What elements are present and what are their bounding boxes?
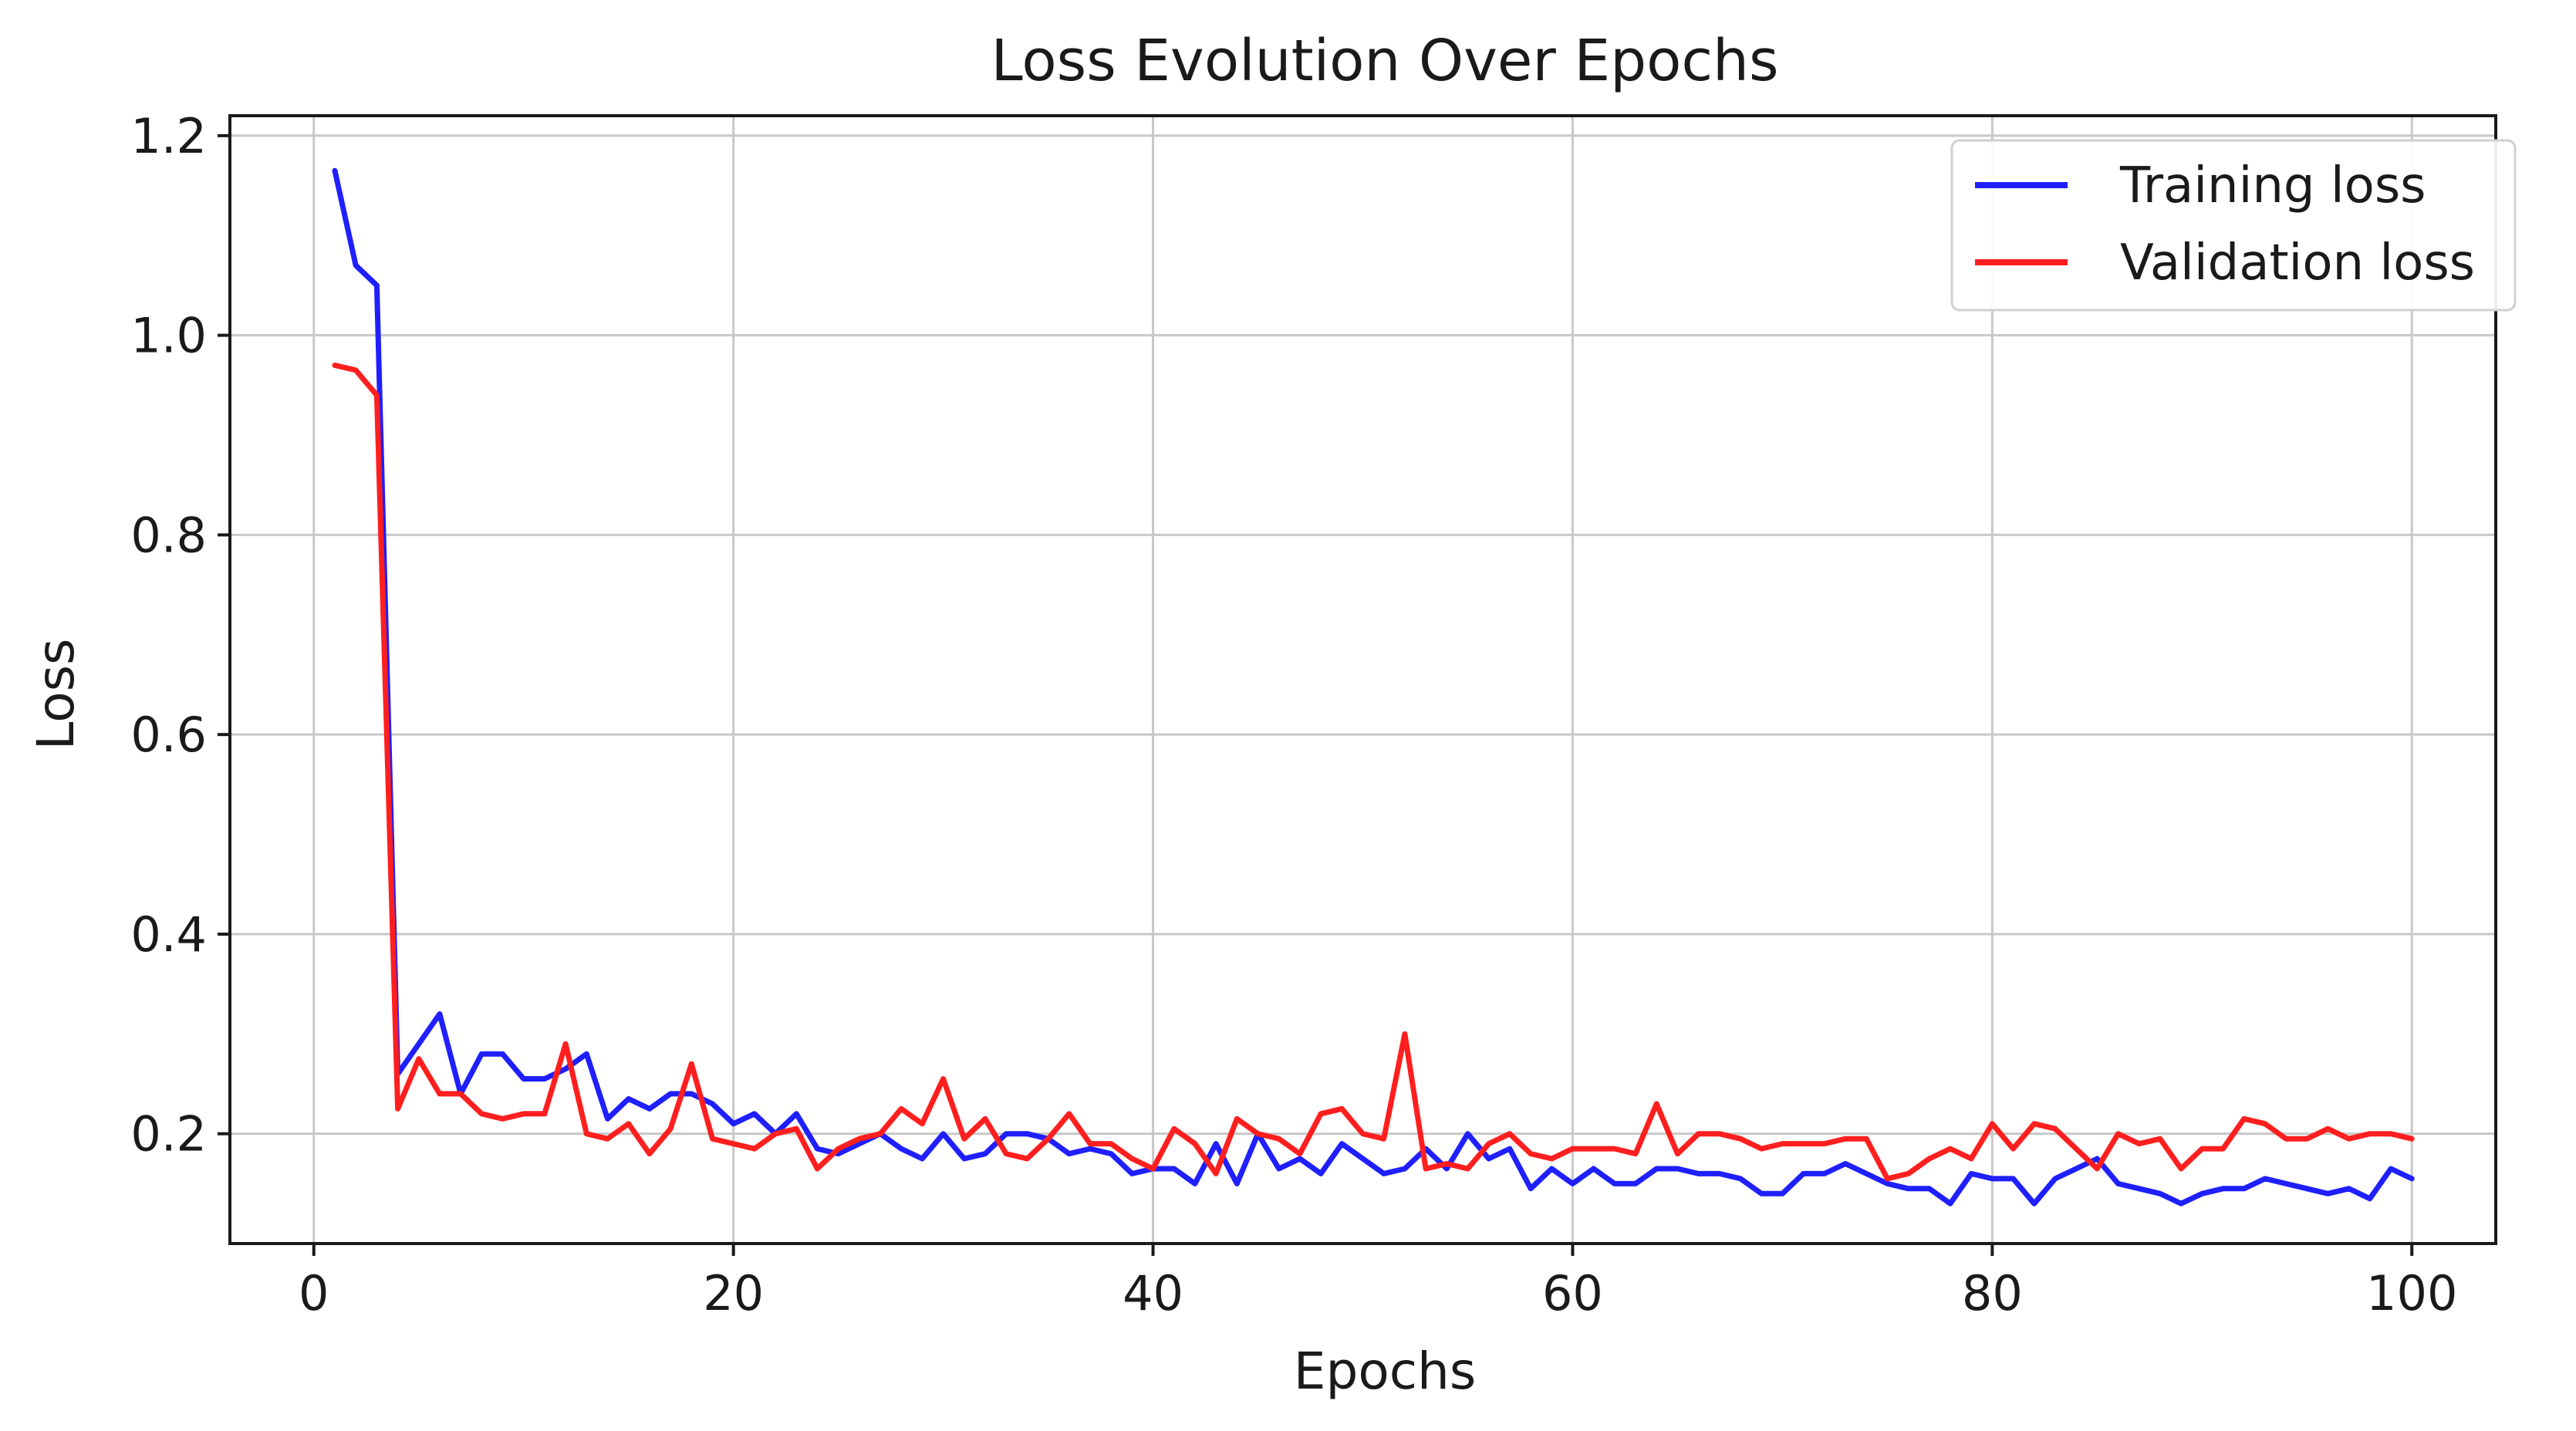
x-tick-label: 0 — [299, 1265, 329, 1321]
series-line-validation-loss — [332, 363, 2415, 1182]
y-tick-label: 0.4 — [130, 906, 207, 963]
y-axis-label: Loss — [26, 639, 86, 751]
x-tick-label: 20 — [703, 1265, 764, 1321]
legend-label: Validation loss — [2120, 235, 2475, 292]
x-axis-label: Epochs — [1294, 1342, 1476, 1401]
series-layer — [332, 167, 2415, 1207]
y-tick-label: 0.8 — [130, 507, 207, 563]
y-tick-label: 0.6 — [130, 707, 207, 763]
x-tick-label: 80 — [1962, 1265, 2023, 1321]
x-tick-label: 40 — [1123, 1265, 1183, 1321]
legend-box — [1950, 139, 2517, 312]
y-tick-label: 0.2 — [130, 1106, 207, 1163]
chart-title: Loss Evolution Over Epochs — [991, 28, 1778, 94]
legend-label: Training loss — [2119, 157, 2426, 214]
plot-frame — [228, 114, 2497, 1245]
y-tick-label: 1.0 — [130, 308, 207, 364]
x-tick-label: 60 — [1542, 1265, 1603, 1321]
x-tick-label: 100 — [2366, 1265, 2457, 1321]
tick-layer: 0 20 40 60 80 100 0.2 0.4 0.6 0.8 1.0 1.2 — [130, 108, 2457, 1321]
y-tick-label: 1.2 — [130, 108, 207, 164]
legend: Training loss Validation loss — [1950, 139, 2517, 312]
